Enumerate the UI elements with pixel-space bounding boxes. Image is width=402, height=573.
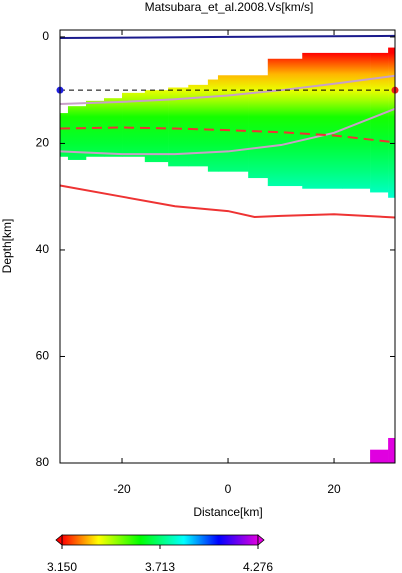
model-column <box>388 47 396 198</box>
model-column <box>168 87 189 167</box>
model-column <box>207 79 219 172</box>
model-line <box>59 34 396 39</box>
model-line <box>59 126 396 144</box>
colorbar-extend-low <box>55 534 63 546</box>
y-tick-label: 40 <box>36 242 50 256</box>
model-line <box>59 184 396 219</box>
model-column <box>122 92 146 157</box>
x-tick-label: -20 <box>113 482 131 496</box>
model-column <box>302 52 343 189</box>
y-tick-label: 0 <box>42 29 49 43</box>
plot-frame <box>59 29 396 464</box>
colorbar-tick-label: 4.276 <box>243 560 273 573</box>
model-column <box>67 106 87 160</box>
x-axis-label: Distance[km] <box>193 505 262 519</box>
model-block <box>370 449 389 463</box>
x-tick-label: 20 <box>327 482 341 496</box>
x-tick-label: 0 <box>225 482 232 496</box>
model-block <box>388 437 396 463</box>
model-column <box>248 75 269 179</box>
model-column <box>370 52 389 193</box>
colorbar <box>61 534 259 546</box>
model-column <box>267 58 303 187</box>
model-column <box>188 84 209 167</box>
colorbar-tick-label: 3.150 <box>47 560 77 573</box>
model-column <box>144 90 169 163</box>
y-axis-label: Depth[km] <box>0 219 14 274</box>
y-tick-label: 60 <box>36 349 50 363</box>
model-column <box>60 113 69 157</box>
y-tick-label: 80 <box>36 455 50 469</box>
chart-title: Matsubara_et_al.2008.Vs[km/s] <box>145 0 314 14</box>
colorbar-tick-label: 3.713 <box>145 560 175 573</box>
model-line <box>59 74 396 106</box>
y-tick-label: 20 <box>36 136 50 150</box>
model-line <box>59 107 396 156</box>
colorbar-extend-high <box>257 534 265 546</box>
model-column <box>217 75 249 172</box>
